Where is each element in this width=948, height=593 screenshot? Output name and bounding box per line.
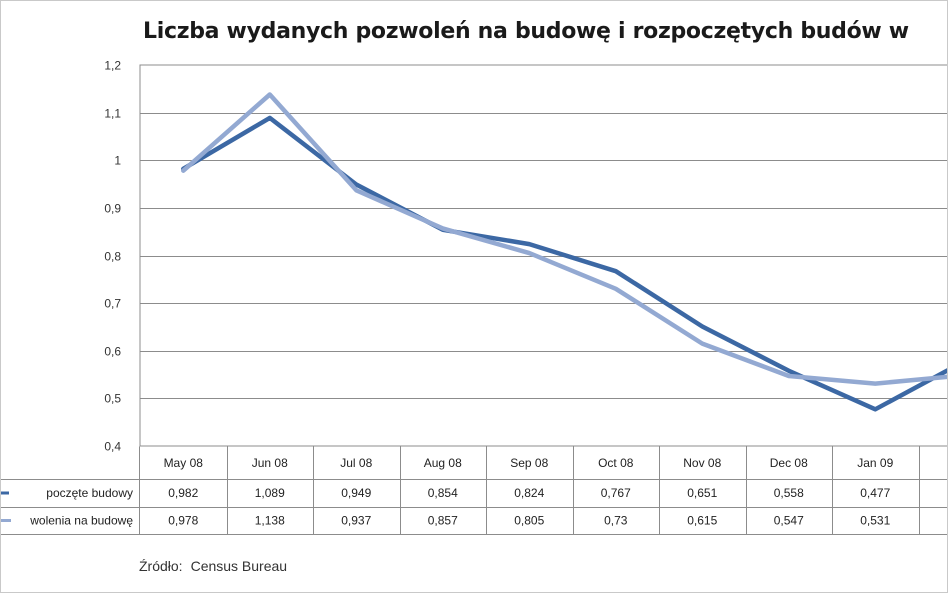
x-category-label: Dec 08 bbox=[770, 456, 808, 470]
table-value-cell: 0,937 bbox=[341, 514, 371, 528]
y-tick-label: 1,2 bbox=[104, 59, 121, 73]
x-category-label: May 08 bbox=[164, 456, 204, 470]
source-name: Census Bureau bbox=[190, 558, 288, 574]
table-value-cell: 0,978 bbox=[168, 514, 198, 528]
series-name-label: poczęte budowy bbox=[46, 486, 133, 500]
y-tick-label: 0,5 bbox=[104, 392, 121, 406]
x-category-label: Jan 09 bbox=[857, 456, 893, 470]
table-value-cell: 0,531 bbox=[860, 514, 890, 528]
table-value-cell: 0,854 bbox=[428, 486, 458, 500]
table-value-cell: 0,949 bbox=[341, 486, 371, 500]
y-tick-label: 0,8 bbox=[104, 250, 121, 264]
x-category-label: Sep 08 bbox=[510, 456, 548, 470]
table-value-cell: 0,477 bbox=[860, 486, 890, 500]
table-value-cell: 0,805 bbox=[514, 514, 544, 528]
table-value-cell: 0,547 bbox=[774, 514, 804, 528]
y-tick-label: 1 bbox=[114, 154, 121, 168]
series-line-pozwolenia bbox=[181, 92, 947, 386]
y-tick-label: 0,4 bbox=[104, 440, 121, 454]
table-value-cell: 1,089 bbox=[255, 486, 285, 500]
chart-title: Liczba wydanych pozwoleń na budowę i roz… bbox=[143, 19, 909, 44]
x-category-label: Nov 08 bbox=[683, 456, 721, 470]
source-label: Źródło: bbox=[139, 558, 183, 574]
table-value-cell: 0,824 bbox=[514, 486, 544, 500]
table-value-cell: 0,982 bbox=[168, 486, 198, 500]
x-category-label: Oct 08 bbox=[598, 456, 634, 470]
source-note: Źródło: Census Bureau bbox=[139, 558, 287, 574]
table-value-cell: 0,651 bbox=[687, 486, 717, 500]
y-tick-label: 0,9 bbox=[104, 202, 121, 216]
table-value-cell: 0,767 bbox=[601, 486, 631, 500]
y-tick-label: 1,1 bbox=[104, 107, 121, 121]
y-tick-label: 0,6 bbox=[104, 345, 121, 359]
y-tick-label: 0,7 bbox=[104, 297, 121, 311]
series-name-label: wolenia na budowę bbox=[29, 514, 133, 528]
x-category-label: Jul 08 bbox=[340, 456, 372, 470]
table-value-cell: 0,857 bbox=[428, 514, 458, 528]
table-value-cell: 0,615 bbox=[687, 514, 717, 528]
table-value-cell: 0,558 bbox=[774, 486, 804, 500]
table-value-cell: 1,138 bbox=[255, 514, 285, 528]
x-category-label: Jun 08 bbox=[252, 456, 288, 470]
series-line-rozpoczete bbox=[181, 115, 947, 412]
table-value-cell: 0,73 bbox=[604, 514, 628, 528]
x-category-label: Aug 08 bbox=[424, 456, 462, 470]
